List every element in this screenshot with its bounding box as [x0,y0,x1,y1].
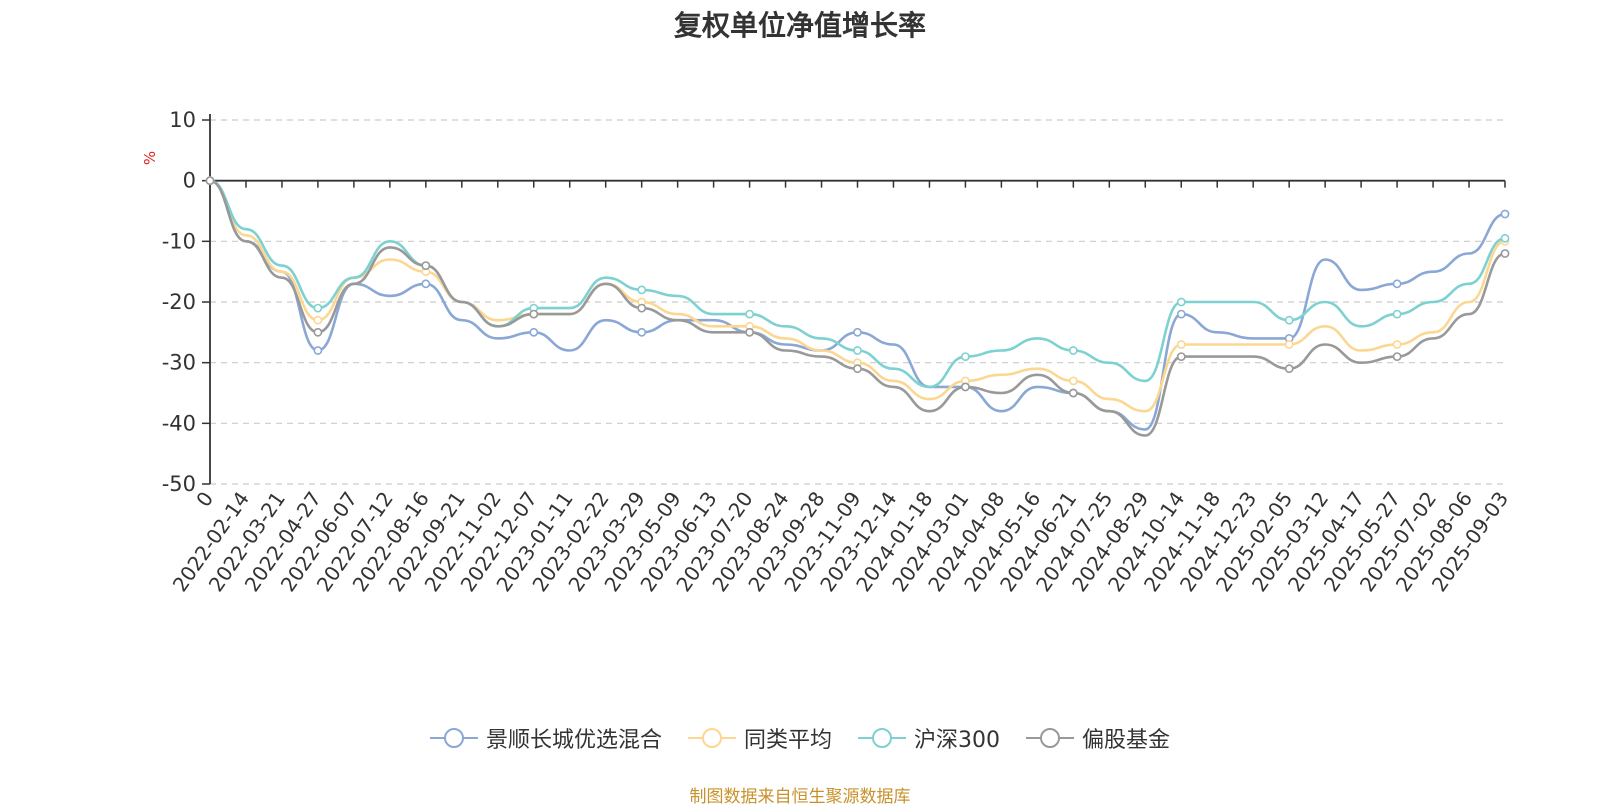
series-point-2 [1500,233,1510,243]
series-point-0 [1500,209,1510,219]
legend-item-2[interactable]: 沪深300 [858,722,1000,754]
series-point-0 [421,279,431,289]
legend-label: 同类平均 [743,728,832,753]
legend-swatch-icon [1026,728,1074,748]
legend-item-1[interactable]: 同类平均 [687,722,832,754]
series-point-3 [1284,364,1294,374]
series-point-3 [853,364,862,374]
series-point-2 [853,346,862,355]
legend-item-3[interactable]: 偏股基金 [1026,722,1170,754]
series-point-2 [1392,309,1402,319]
legend-swatch-icon [687,728,736,748]
y-tick-label: 10 [169,108,196,132]
legend-item-0[interactable]: 景顺长城优选混合 [429,722,662,754]
series-point-2 [1176,297,1186,307]
series-point-3 [1176,352,1186,361]
y-tick-label: -30 [162,351,196,375]
series-point-3 [961,382,970,392]
series-point-2 [637,285,647,295]
x-tick-label: 0 [191,487,218,511]
series-point-2 [1068,346,1078,355]
y-tick-label: -40 [162,411,196,435]
series-point-3 [205,176,215,186]
series-point-0 [1176,309,1186,319]
legend-label: 景顺长城优选混合 [485,728,662,753]
series-line-0 [209,179,1506,431]
series-point-2 [1284,315,1294,325]
source-note: 制图数据来自恒生聚源数据库 [689,787,911,807]
series-point-2 [961,352,970,361]
chart-title: 复权单位净值增长率 [673,9,926,42]
y-tick-label: 0 [183,169,196,193]
grid-lines [210,119,1505,485]
y-tick-label: -20 [162,290,196,314]
series-point-3 [421,261,431,270]
series-point-3 [529,309,539,319]
series-point-3 [1068,388,1078,398]
series-point-0 [637,327,647,337]
y-axis-unit-label: % [141,151,159,165]
legend-label: 沪深300 [914,728,1000,753]
series-point-1 [1176,340,1186,349]
series-lines [209,179,1506,437]
series-point-3 [1500,249,1510,258]
series-point-1 [1284,340,1294,349]
series-point-3 [1392,352,1402,361]
series-point-2 [745,309,754,319]
y-tick-label: -50 [162,472,196,496]
series-point-2 [313,303,323,313]
series-markers [205,176,1510,398]
series-line-1 [209,179,1506,413]
legend-label: 偏股基金 [1082,728,1171,753]
series-point-3 [637,303,647,313]
legend-swatch-icon [858,728,906,748]
series-point-1 [1392,340,1402,349]
series-point-1 [313,315,323,325]
series-point-0 [1392,279,1402,289]
series-point-0 [529,327,539,337]
y-tick-label: -10 [162,229,196,253]
series-point-0 [313,346,323,355]
legend-swatch-icon [429,728,478,748]
legend: 景顺长城优选混合 同类平均 沪深300 偏股基金 [0,722,1600,754]
series-point-3 [745,327,754,337]
series-point-3 [313,327,323,337]
series-point-1 [1068,376,1078,386]
series-point-0 [853,327,862,337]
